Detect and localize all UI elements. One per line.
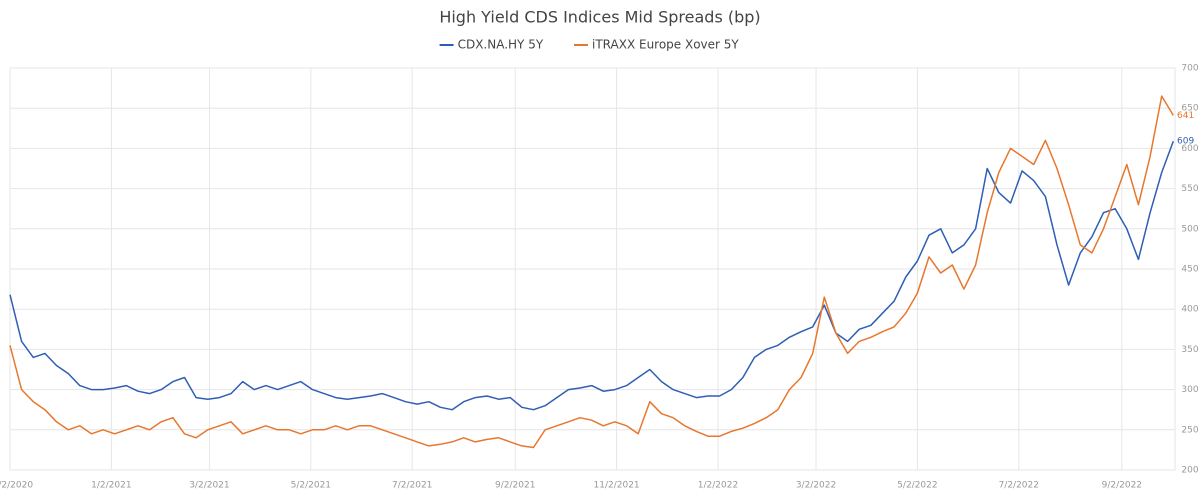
x-tick-label: 3/2/2021: [189, 481, 229, 491]
x-tick-label: 1/2/2021: [91, 481, 131, 491]
series-line: [9, 95, 1174, 449]
chart-title: High Yield CDS Indices Mid Spreads (bp): [439, 8, 760, 27]
y-tick-label: 200: [1181, 466, 1198, 476]
x-tick-label: 9/2/2022: [1102, 481, 1142, 491]
y-tick-label: 450: [1181, 265, 1198, 275]
y-tick-label: 250: [1181, 425, 1198, 435]
y-tick-label: 350: [1181, 345, 1198, 355]
y-tick-label: 550: [1181, 184, 1198, 194]
series-line: [9, 140, 1175, 411]
y-tick-label: 400: [1181, 305, 1198, 315]
end-value-label: 641: [1177, 111, 1194, 121]
y-tick-label: 650: [1181, 104, 1198, 114]
y-tick-label: 600: [1181, 144, 1198, 154]
x-tick-label: 5/2/2022: [897, 481, 937, 491]
x-tick-label: 5/2/2021: [291, 481, 331, 491]
x-tick-label: 3/2/2022: [796, 481, 836, 491]
x-tick-label: 11/2/2021: [594, 481, 640, 491]
x-tick-label: 7/2/2022: [999, 481, 1039, 491]
end-value-label: 609: [1177, 137, 1194, 147]
y-tick-label: 300: [1181, 385, 1198, 395]
legend-label: iTRAXX Europe Xover 5Y: [592, 38, 739, 52]
x-tick-label: 7/2/2021: [392, 481, 432, 491]
y-tick-label: 500: [1181, 224, 1198, 234]
legend-label: CDX.NA.HY 5Y: [458, 38, 544, 52]
y-tick-label: 700: [1181, 64, 1198, 74]
x-tick-label: 9/2/2021: [495, 481, 535, 491]
x-tick-label: 1/2/2022: [698, 481, 738, 491]
x-tick-label: 11/2/2020: [0, 481, 33, 491]
